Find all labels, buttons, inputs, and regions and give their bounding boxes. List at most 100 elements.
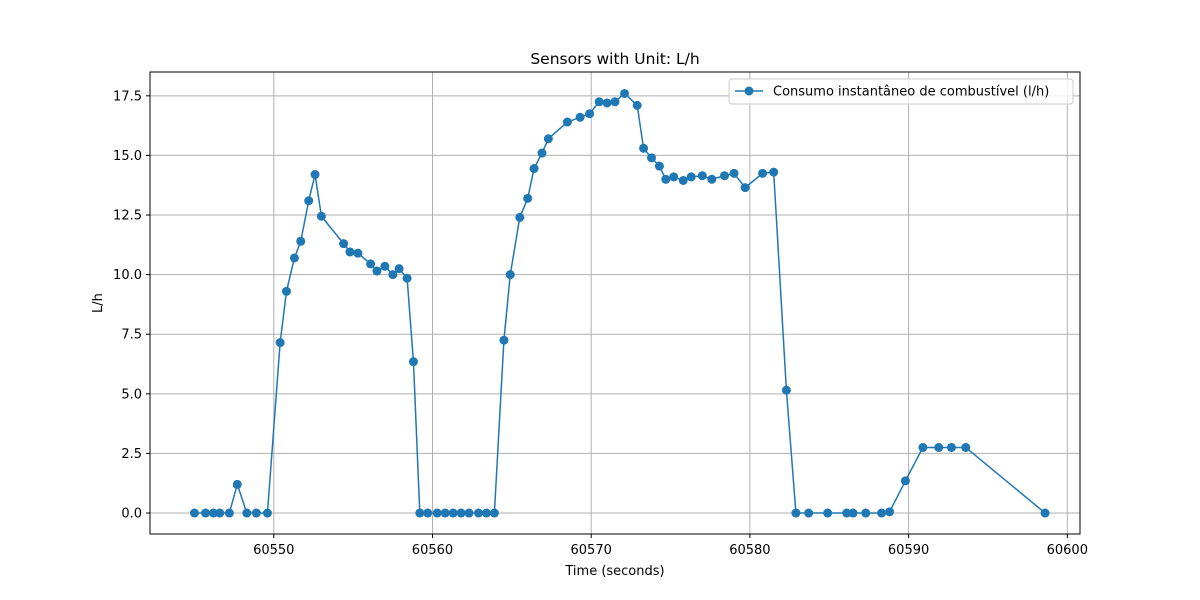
- data-point: [339, 239, 349, 249]
- data-point: [729, 168, 739, 178]
- legend-label: Consumo instantâneo de combustível (l/h): [773, 85, 1049, 100]
- data-point: [1040, 508, 1050, 518]
- data-point: [804, 508, 814, 518]
- data-point: [720, 171, 730, 181]
- x-axis-ticks: 60550 60560 60570 60580 60590 60600: [253, 534, 1088, 558]
- data-point: [415, 508, 425, 518]
- y-tick-label: 0.0: [121, 507, 142, 522]
- legend-box: [728, 78, 1074, 105]
- data-point: [201, 508, 211, 518]
- data-point: [861, 508, 871, 518]
- chart-title: Sensors with Unit: L/h: [530, 50, 699, 68]
- data-point: [781, 385, 791, 395]
- data-point: [647, 153, 656, 163]
- data-point: [791, 508, 801, 518]
- data-point: [224, 508, 234, 518]
- data-point: [575, 112, 585, 122]
- data-point: [353, 248, 363, 258]
- x-tick-label: 60550: [253, 543, 294, 558]
- data-point: [961, 442, 971, 452]
- data-point: [316, 211, 326, 221]
- data-point: [515, 212, 525, 222]
- data-point: [823, 508, 833, 518]
- data-point: [610, 97, 620, 107]
- y-tick-label: 5.0: [121, 387, 142, 402]
- data-point: [529, 164, 539, 174]
- x-tick-label: 60580: [729, 543, 770, 558]
- data-point: [345, 247, 355, 257]
- y-tick-label: 17.5: [113, 89, 142, 104]
- data-point: [639, 143, 649, 153]
- data-point: [678, 175, 688, 185]
- data-point: [481, 508, 491, 518]
- data-point: [456, 508, 466, 518]
- data-point: [262, 508, 272, 518]
- data-point: [602, 98, 612, 108]
- data-point: [281, 286, 291, 296]
- data-point: [900, 476, 910, 486]
- data-point: [885, 507, 895, 517]
- x-tick-label: 60560: [412, 543, 453, 558]
- grid: [150, 72, 1080, 534]
- y-tick-label: 12.5: [113, 209, 142, 224]
- y-tick-label: 7.5: [121, 328, 142, 343]
- data-point: [408, 357, 418, 367]
- y-tick-label: 2.5: [121, 447, 142, 462]
- data-point: [758, 168, 768, 178]
- legend: Consumo instantâneo de combustível (l/h): [728, 78, 1074, 105]
- data-point: [366, 259, 376, 269]
- data-point: [769, 167, 779, 177]
- data-point: [697, 171, 707, 181]
- data-point: [394, 264, 404, 274]
- data-point: [372, 266, 382, 276]
- data-point: [275, 338, 285, 348]
- data-point: [877, 508, 887, 518]
- data-point: [189, 508, 199, 518]
- data-point: [740, 183, 750, 193]
- data-point: [402, 273, 412, 283]
- data-point: [489, 508, 499, 518]
- data-point: [474, 508, 484, 518]
- data-point: [251, 508, 261, 518]
- plot-frame: [149, 71, 1081, 535]
- data-point: [432, 508, 442, 518]
- data-point: [918, 442, 928, 452]
- data-point: [388, 270, 398, 280]
- data-point: [669, 172, 679, 182]
- data-point: [448, 508, 458, 518]
- data-point: [310, 170, 320, 180]
- data-point: [232, 479, 242, 489]
- data-point: [686, 172, 696, 182]
- data-point: [594, 97, 604, 107]
- data-point: [620, 88, 630, 98]
- data-point: [423, 508, 433, 518]
- data-point: [296, 236, 306, 246]
- data-point: [654, 161, 664, 171]
- legend-marker: [744, 86, 754, 96]
- data-point: [562, 117, 572, 127]
- data-point: [848, 508, 858, 518]
- data-point: [537, 148, 547, 158]
- data-point: [289, 253, 299, 263]
- y-tick-label: 15.0: [113, 149, 142, 164]
- data-point: [464, 508, 474, 518]
- data-point: [585, 109, 595, 119]
- data-point: [842, 508, 852, 518]
- data-point: [208, 508, 218, 518]
- data-point: [215, 508, 225, 518]
- data-point: [946, 442, 956, 452]
- x-tick-label: 60570: [571, 543, 612, 558]
- y-tick-label: 10.0: [113, 268, 142, 283]
- data-point: [934, 442, 944, 452]
- data-point: [242, 508, 252, 518]
- series-layer: [189, 88, 1050, 518]
- data-point: [380, 261, 390, 271]
- data-point: [632, 100, 642, 110]
- data-point: [661, 174, 671, 184]
- data-point: [505, 270, 515, 280]
- x-tick-label: 60590: [888, 543, 929, 558]
- data-point: [523, 193, 533, 203]
- y-axis-label: L/h: [91, 293, 106, 313]
- x-tick-label: 60600: [1047, 543, 1088, 558]
